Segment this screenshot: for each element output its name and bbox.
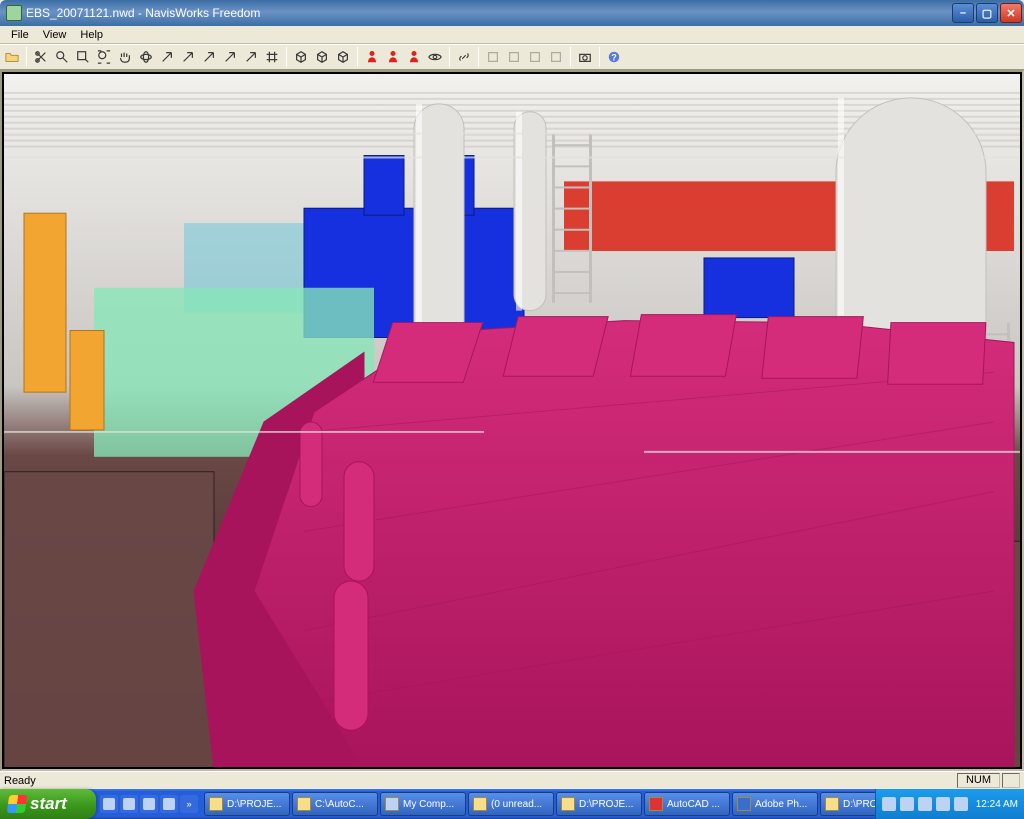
task-button[interactable]: D:\PROJE...: [556, 792, 642, 816]
toolbar-dis-4-button: [546, 47, 566, 67]
toolbar-dis-3-button: [525, 47, 545, 67]
task-button[interactable]: D:\PROJE...: [820, 792, 875, 816]
app-icon: [6, 5, 22, 21]
viewport-frame: [0, 70, 1024, 771]
menu-view[interactable]: View: [36, 28, 74, 42]
tray-icon[interactable]: [918, 797, 932, 811]
svg-text:?: ?: [611, 53, 616, 63]
window-close-button[interactable]: ✕: [1000, 3, 1022, 23]
toolbar-help-button[interactable]: ?: [604, 47, 624, 67]
taskbar-tasks: D:\PROJE...C:\AutoC...My Comp...(0 unrea…: [202, 789, 875, 819]
toolbar-orbit-button[interactable]: [136, 47, 156, 67]
status-resize-grip: [1002, 773, 1020, 788]
task-button[interactable]: D:\PROJE...: [204, 792, 290, 816]
status-text: Ready: [4, 775, 36, 787]
task-button[interactable]: (0 unread...: [468, 792, 554, 816]
quicklaunch-desktop-icon[interactable]: [100, 795, 118, 813]
toolbar-fly-button[interactable]: [241, 47, 261, 67]
windows-taskbar: start » D:\PROJE...C:\AutoC...My Comp...…: [0, 789, 1024, 819]
toolbar-dis-2-button: [504, 47, 524, 67]
menu-bar: FileViewHelp: [0, 26, 1024, 44]
toolbar-pan-button[interactable]: [115, 47, 135, 67]
toolbar-person-b-button[interactable]: [383, 47, 403, 67]
toolbar-person-c-button[interactable]: [404, 47, 424, 67]
toolbar-box-a-button[interactable]: [291, 47, 311, 67]
toolbar-person-a-button[interactable]: [362, 47, 382, 67]
toolbar-camera-button[interactable]: [575, 47, 595, 67]
task-button[interactable]: AutoCAD ...: [644, 792, 730, 816]
tray-icon[interactable]: [954, 797, 968, 811]
tray-clock: 12:24 AM: [976, 799, 1018, 810]
toolbar-look-button[interactable]: [199, 47, 219, 67]
toolbar-box-b-button[interactable]: [312, 47, 332, 67]
tray-icon[interactable]: [882, 797, 896, 811]
window-maximize-button[interactable]: ▢: [976, 3, 998, 23]
task-button[interactable]: Adobe Ph...: [732, 792, 818, 816]
tray-icon[interactable]: [936, 797, 950, 811]
toolbar-zoom-button[interactable]: [52, 47, 72, 67]
menu-help[interactable]: Help: [73, 28, 110, 42]
toolbar: ?: [0, 44, 1024, 70]
window-title: EBS_20071121.nwd - NavisWorks Freedom: [26, 6, 952, 20]
quicklaunch-chevrons-icon[interactable]: »: [180, 795, 198, 813]
start-label: start: [30, 794, 67, 814]
toolbar-zoom-extents-button[interactable]: [94, 47, 114, 67]
menu-file[interactable]: File: [4, 28, 36, 42]
task-button[interactable]: My Comp...: [380, 792, 466, 816]
toolbar-scissors-button[interactable]: [31, 47, 51, 67]
status-num-indicator: NUM: [957, 773, 1000, 788]
toolbar-turntable-button[interactable]: [220, 47, 240, 67]
toolbar-walk-button[interactable]: [178, 47, 198, 67]
viewport-3d[interactable]: [4, 74, 1020, 767]
toolbar-view-d-button[interactable]: [425, 47, 445, 67]
quicklaunch-outlook-icon[interactable]: [140, 795, 158, 813]
window-minimize-button[interactable]: –: [952, 3, 974, 23]
status-bar: Ready NUM: [0, 771, 1024, 789]
toolbar-examine-button[interactable]: [157, 47, 177, 67]
toolbar-zoom-window-button[interactable]: [73, 47, 93, 67]
toolbar-open-button[interactable]: [2, 47, 22, 67]
tray-icon[interactable]: [900, 797, 914, 811]
toolbar-align-button[interactable]: [262, 47, 282, 67]
toolbar-dis-1-button: [483, 47, 503, 67]
window-titlebar: EBS_20071121.nwd - NavisWorks Freedom – …: [0, 0, 1024, 26]
quick-launch: »: [96, 789, 202, 819]
quicklaunch-ie-icon[interactable]: [120, 795, 138, 813]
quicklaunch-wmp-icon[interactable]: [160, 795, 178, 813]
scene-svg: [4, 74, 1020, 767]
start-button[interactable]: start: [0, 789, 96, 819]
windows-flag-icon: [7, 795, 28, 813]
toolbar-link-button[interactable]: [454, 47, 474, 67]
toolbar-box-c-button[interactable]: [333, 47, 353, 67]
task-button[interactable]: C:\AutoC...: [292, 792, 378, 816]
system-tray: 12:24 AM: [875, 789, 1024, 819]
